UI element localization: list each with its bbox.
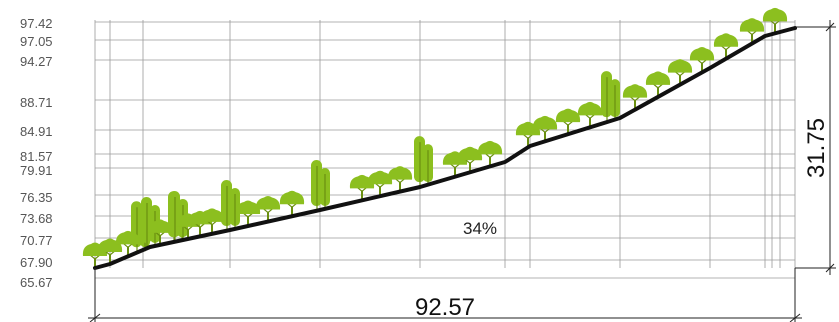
elevation-label: 97.05 xyxy=(20,34,53,49)
vertical-dimension-value: 31.75 xyxy=(803,118,830,178)
slope-percentage-label: 34% xyxy=(463,219,497,238)
tree-columnar xyxy=(221,180,240,230)
elevation-label: 97.42 xyxy=(20,16,53,31)
horizontal-dimension-value: 92.57 xyxy=(415,294,475,321)
tree-columnar xyxy=(601,71,620,122)
elevation-label: 94.27 xyxy=(20,54,53,69)
tree-rounded xyxy=(555,108,581,135)
elevation-label: 81.57 xyxy=(20,149,53,164)
elevation-label: 70.77 xyxy=(20,233,53,248)
tree-rounded xyxy=(667,59,693,85)
vertical-dimension: 31.75 xyxy=(795,20,836,275)
elevation-label: 88.71 xyxy=(20,95,53,110)
elevation-label: 67.90 xyxy=(20,255,53,270)
tree-columnar xyxy=(311,160,330,210)
horizontal-dimension: 92.57 xyxy=(88,268,802,322)
tree-rounded xyxy=(387,166,413,192)
trees xyxy=(82,7,788,268)
elevation-label: 84.91 xyxy=(20,124,53,139)
tree-rounded xyxy=(532,115,558,142)
tree-rounded xyxy=(645,71,671,97)
elevation-label: 79.91 xyxy=(20,163,53,178)
tree-rounded xyxy=(457,146,483,173)
elevation-label: 76.35 xyxy=(20,190,53,205)
ground-profile-line xyxy=(93,26,797,270)
tree-columnar xyxy=(414,136,433,187)
elevation-label: 65.67 xyxy=(20,275,53,290)
elevation-label: 73.68 xyxy=(20,211,53,226)
